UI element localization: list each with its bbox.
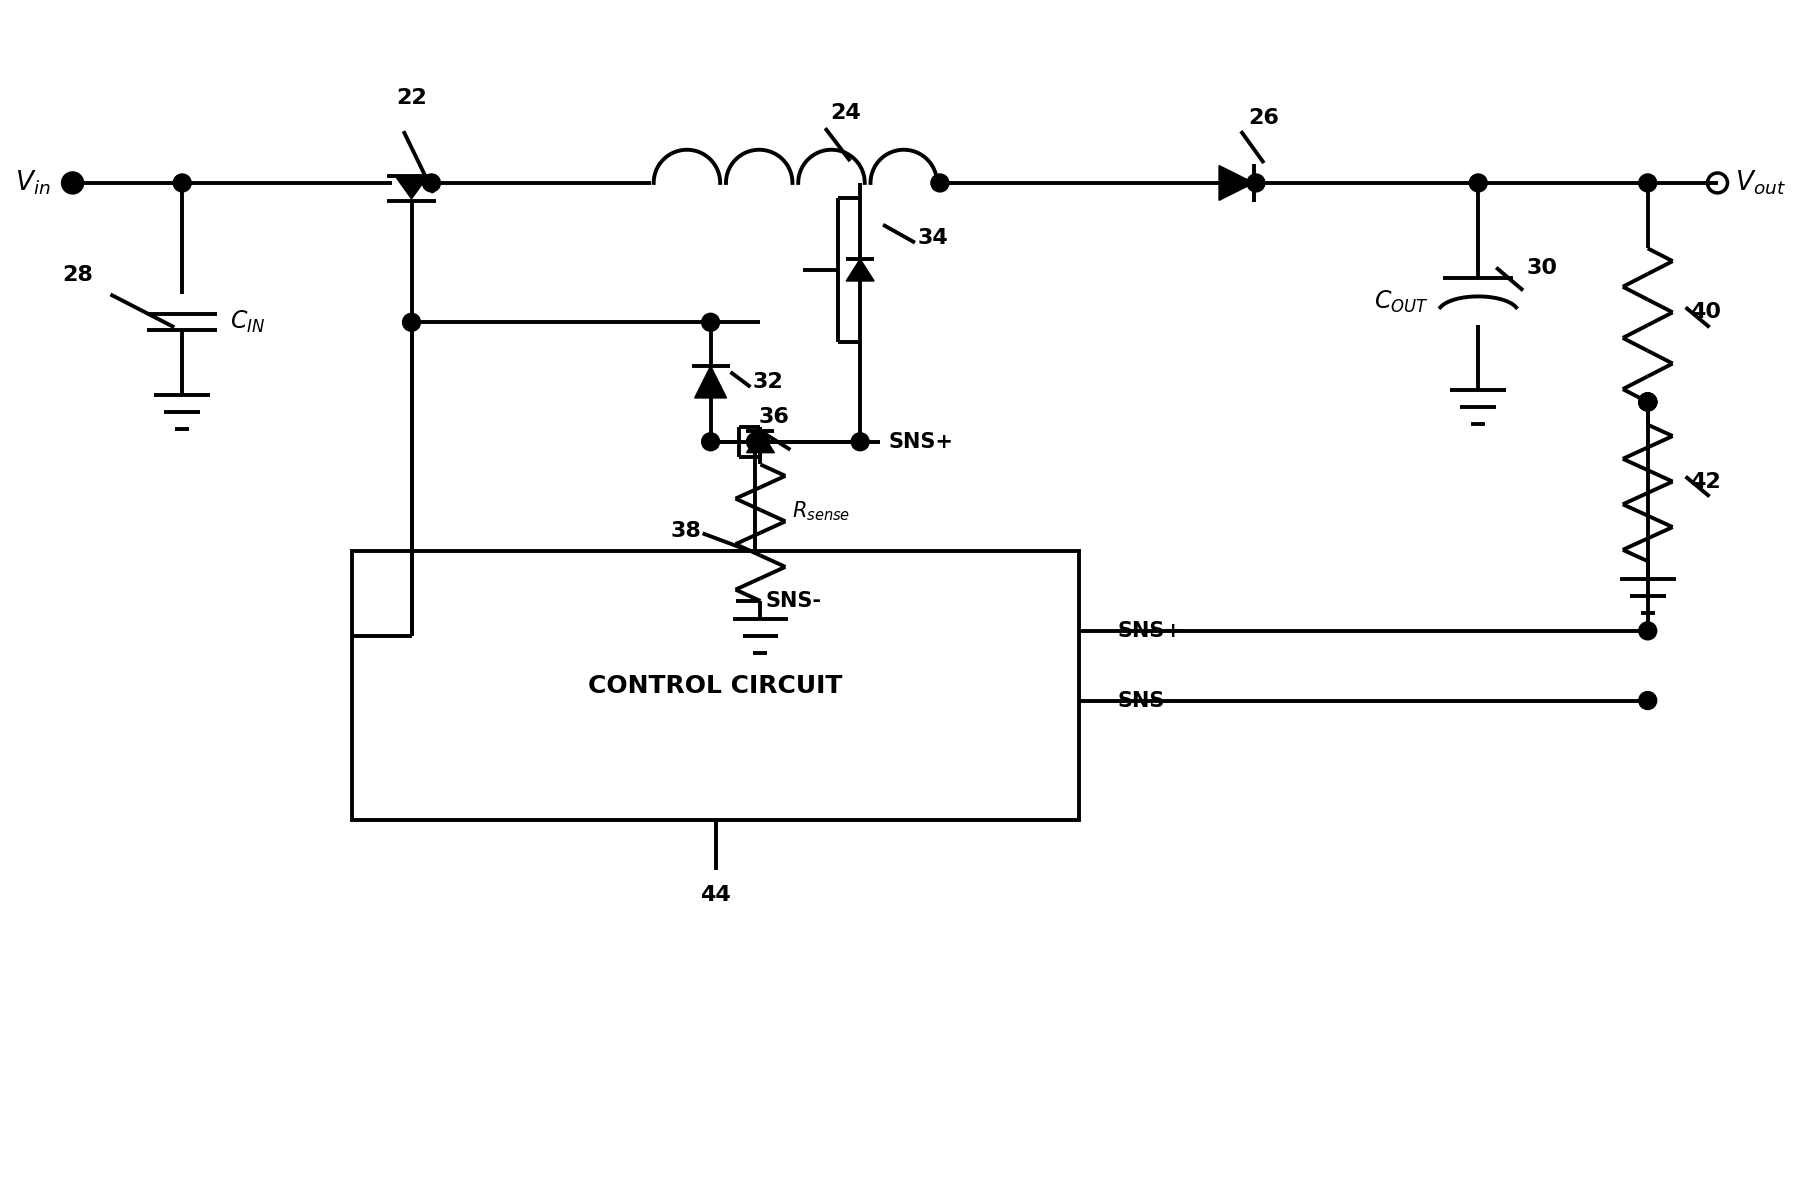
- Text: SNS-: SNS-: [765, 591, 821, 611]
- Text: 30: 30: [1527, 257, 1557, 277]
- Text: SNS+: SNS+: [888, 431, 954, 452]
- Polygon shape: [397, 178, 426, 199]
- Polygon shape: [747, 431, 774, 453]
- Circle shape: [1639, 174, 1657, 192]
- Text: 24: 24: [830, 103, 861, 124]
- Polygon shape: [694, 366, 727, 398]
- Circle shape: [1247, 174, 1265, 192]
- Circle shape: [1639, 622, 1657, 640]
- Circle shape: [850, 432, 868, 450]
- Circle shape: [1639, 393, 1657, 411]
- Text: 42: 42: [1690, 472, 1721, 491]
- Circle shape: [174, 174, 190, 192]
- Text: $C_{OUT}$: $C_{OUT}$: [1374, 289, 1429, 316]
- Text: 36: 36: [758, 407, 789, 426]
- Text: $V_{in}$: $V_{in}$: [15, 168, 51, 197]
- Circle shape: [1639, 393, 1657, 411]
- Circle shape: [1469, 174, 1487, 192]
- Circle shape: [747, 432, 765, 450]
- Text: 32: 32: [752, 372, 783, 392]
- Circle shape: [702, 432, 720, 450]
- Circle shape: [1639, 692, 1657, 710]
- Circle shape: [751, 432, 769, 450]
- Text: 38: 38: [671, 521, 702, 542]
- Text: SNS-: SNS-: [1117, 691, 1173, 711]
- Polygon shape: [847, 259, 874, 281]
- Text: 34: 34: [917, 228, 948, 247]
- Circle shape: [1639, 393, 1657, 411]
- Text: $V_{out}$: $V_{out}$: [1735, 168, 1786, 197]
- Text: 44: 44: [700, 885, 731, 904]
- Text: 26: 26: [1249, 108, 1280, 129]
- Text: 28: 28: [62, 264, 92, 285]
- Circle shape: [702, 313, 720, 331]
- Circle shape: [402, 313, 421, 331]
- Circle shape: [930, 174, 948, 192]
- Text: CONTROL CIRCUIT: CONTROL CIRCUIT: [589, 674, 843, 698]
- Polygon shape: [1218, 166, 1255, 201]
- Text: 40: 40: [1690, 303, 1721, 322]
- Text: SNS+: SNS+: [1117, 621, 1182, 641]
- Text: $C_{IN}$: $C_{IN}$: [230, 309, 265, 335]
- Circle shape: [1639, 393, 1657, 411]
- Bar: [352, 551, 1079, 820]
- Circle shape: [63, 174, 82, 192]
- Circle shape: [422, 174, 441, 192]
- Text: $R_{sense}$: $R_{sense}$: [792, 500, 850, 524]
- Text: 22: 22: [397, 89, 426, 108]
